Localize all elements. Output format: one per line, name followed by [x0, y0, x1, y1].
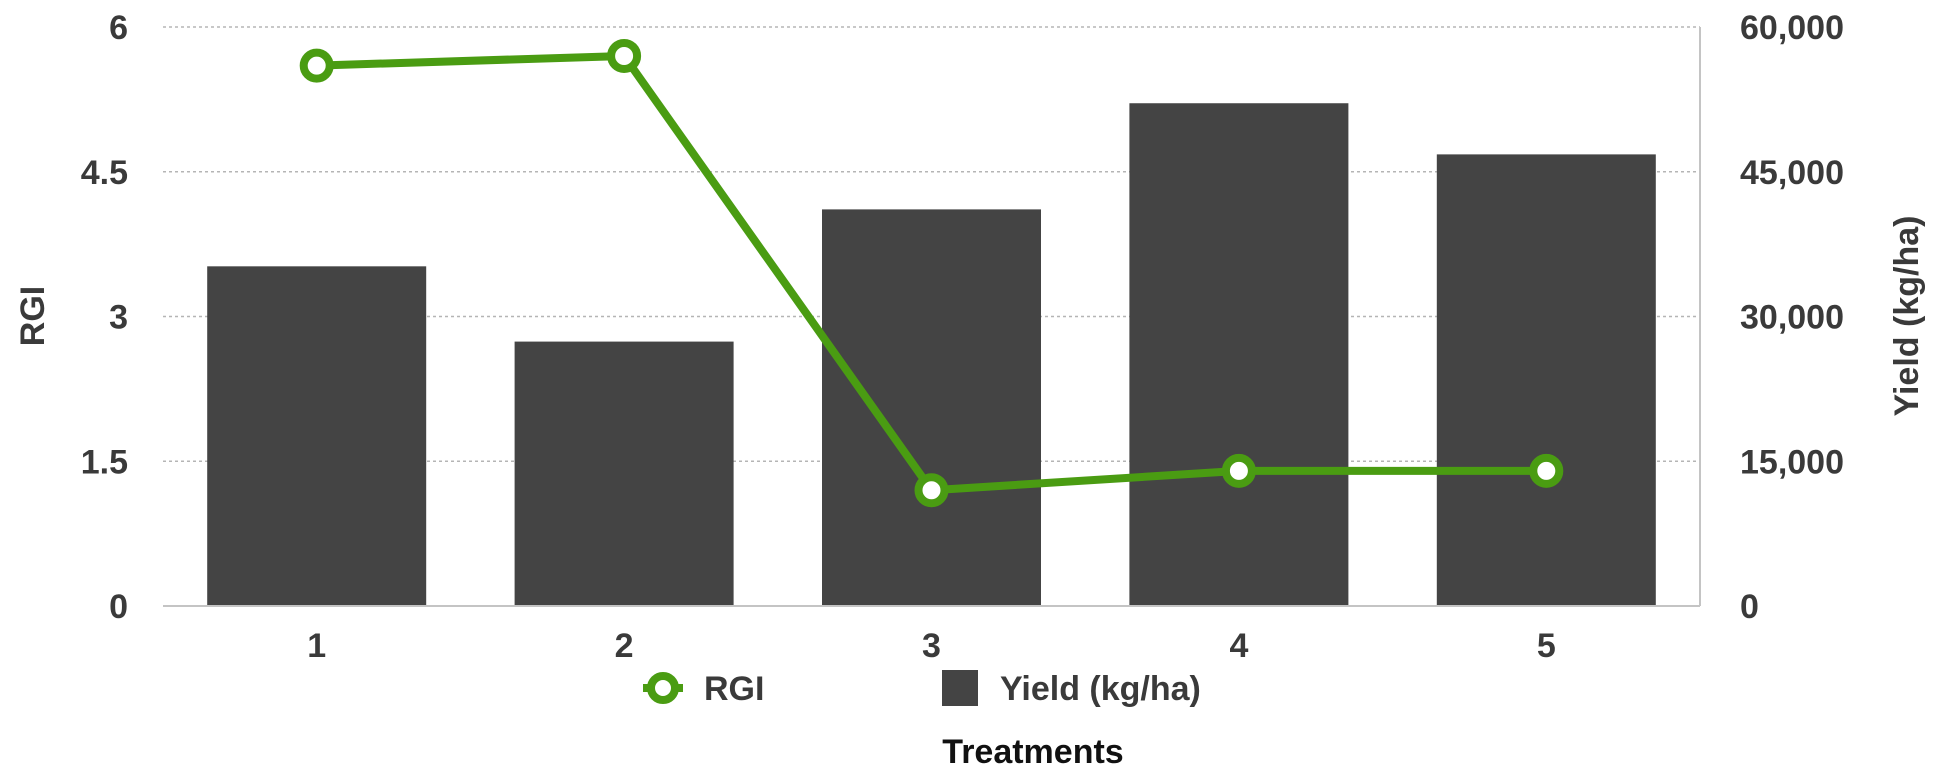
rgi-point [1529, 453, 1564, 488]
x-axis-title: Treatments [942, 733, 1123, 769]
legend-yield-swatch [942, 670, 978, 706]
y-right-tick-label: 45,000 [1740, 154, 1844, 192]
y-left-tick-label: 1.5 [81, 443, 128, 481]
x-tick-label: 3 [922, 627, 941, 665]
x-tick-label: 4 [1229, 627, 1248, 665]
rgi-point [299, 48, 334, 83]
line-layer [299, 38, 1564, 508]
bar-yield [1129, 103, 1349, 607]
rgi-point [914, 473, 949, 508]
legend: RGI Yield (kg/ha) [643, 670, 1201, 708]
rgi-point [607, 38, 642, 73]
y-left-tick-label: 4.5 [81, 154, 128, 192]
y-left-tick-label: 0 [109, 588, 128, 626]
x-tick-label: 5 [1537, 627, 1556, 665]
y-right-tick-label: 15,000 [1740, 443, 1844, 481]
x-tick-label: 1 [307, 627, 326, 665]
y-axis-left-title: RGI [14, 286, 52, 346]
y-left-tick-label: 6 [109, 9, 128, 47]
legend-rgi-marker [647, 672, 679, 704]
bar-yield [822, 209, 1041, 606]
legend-yield-label: Yield (kg/ha) [1000, 670, 1201, 708]
y-right-tick-label: 60,000 [1740, 9, 1844, 47]
bar-yield [514, 341, 734, 606]
rgi-point [1221, 453, 1256, 488]
y-axis-right-title: Yield (kg/ha) [1888, 216, 1926, 417]
y-right-tick-label: 30,000 [1740, 299, 1844, 337]
bar-yield [207, 266, 427, 606]
legend-item-yield: Yield (kg/ha) [942, 670, 1201, 708]
bars-layer [207, 103, 1656, 607]
legend-item-rgi: RGI [643, 670, 764, 708]
bar-yield [1436, 154, 1656, 606]
ticks-layer: 0 0 1.5 15,000 3 30,000 4.5 45,000 6 60,000 1 2 3 4 5 [81, 9, 1844, 665]
y-left-tick-label: 3 [109, 299, 128, 337]
legend-rgi-label: RGI [704, 670, 764, 708]
x-tick-label: 2 [615, 627, 634, 665]
y-right-tick-label: 0 [1740, 588, 1759, 626]
axes-layer [163, 27, 1701, 607]
